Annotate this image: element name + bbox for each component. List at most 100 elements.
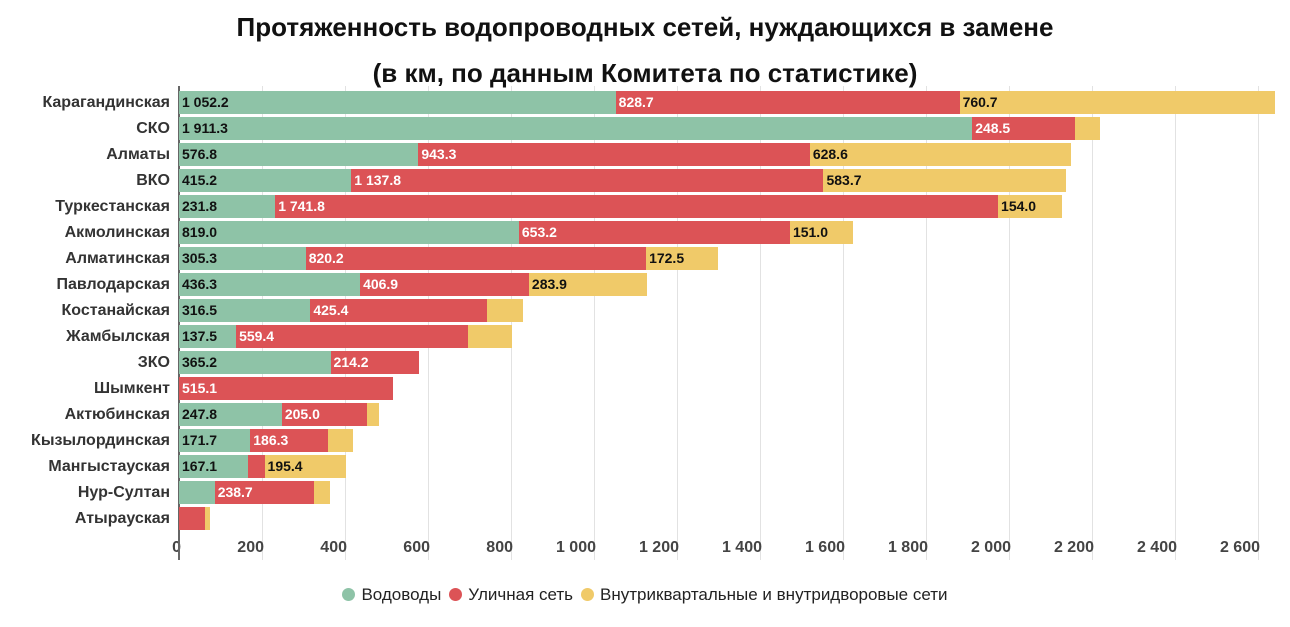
gridline — [926, 86, 927, 560]
bar-segment: 283.9 — [528, 273, 647, 296]
bar-segment: 167.1 — [179, 455, 249, 478]
category-label: Атырауская — [74, 510, 170, 527]
bar-segment: 628.6 — [809, 143, 1071, 166]
legend-item[interactable]: Внутриквартальные и внутридворовые сети — [581, 585, 948, 605]
bar-segment: 1 052.2 — [179, 91, 616, 114]
x-tick-label: 2 000 — [970, 539, 1011, 556]
bar-segment: 406.9 — [360, 273, 529, 296]
bar-segment: 515.1 — [179, 377, 393, 400]
legend-item[interactable]: Водоводы — [342, 585, 441, 605]
x-tick-label: 1 800 — [887, 539, 928, 556]
category-label: Туркестанская — [55, 198, 170, 215]
legend-marker-icon — [449, 588, 463, 601]
y-axis-line — [178, 86, 180, 560]
bar-segment: 583.7 — [823, 169, 1066, 192]
gridline — [511, 86, 512, 560]
bar-segment: 172.5 — [646, 247, 718, 270]
x-tick-label: 400 — [320, 539, 347, 556]
x-tick-label: 1 400 — [721, 539, 762, 556]
bar-segment — [313, 481, 331, 504]
bar-segment: 425.4 — [310, 299, 487, 322]
legend: Водоводы Уличная сеть Внутриквартальные и … — [0, 585, 1290, 605]
bar-segment: 231.8 — [179, 195, 276, 218]
category-label: Жамбылская — [66, 328, 170, 345]
bar-segment: 653.2 — [518, 221, 790, 244]
x-tick-label: 800 — [486, 539, 513, 556]
category-label: СКО — [136, 120, 170, 137]
category-label: Нур-Султан — [77, 484, 170, 501]
x-tick-label: 200 — [237, 539, 264, 556]
bar-segment: 828.7 — [615, 91, 960, 114]
bar-segment: 436.3 — [179, 273, 361, 296]
bar-segment: 305.3 — [179, 247, 306, 270]
gridline — [1258, 86, 1259, 560]
bar-segment — [486, 299, 523, 322]
bar-segment: 195.4 — [264, 455, 346, 478]
x-tick-label: 1 000 — [555, 539, 596, 556]
bar-segment: 1 137.8 — [351, 169, 824, 192]
bar-segment — [179, 481, 215, 504]
category-label: Мангыстауская — [48, 458, 170, 475]
legend-marker-icon — [342, 588, 356, 601]
category-label: ЗКО — [137, 354, 170, 371]
bar-segment: 576.8 — [179, 143, 419, 166]
gridline — [760, 86, 761, 560]
bar-segment: 820.2 — [305, 247, 647, 270]
bar-segment — [327, 429, 353, 452]
category-label: Актюбинская — [64, 406, 170, 423]
legend-marker-icon — [581, 588, 595, 601]
bar-segment: 559.4 — [236, 325, 469, 348]
gridline — [843, 86, 844, 560]
bar-segment: 415.2 — [179, 169, 352, 192]
bar-segment: 1 741.8 — [275, 195, 999, 218]
bar-segment: 365.2 — [179, 351, 331, 374]
gridline — [1092, 86, 1093, 560]
bar-segment — [1075, 117, 1101, 140]
legend-item[interactable]: Уличная сеть — [449, 585, 573, 605]
gridline — [428, 86, 429, 560]
category-label: Алматинская — [65, 250, 170, 267]
bar-segment — [248, 455, 265, 478]
bar-segment: 238.7 — [214, 481, 314, 504]
bar-segment: 186.3 — [250, 429, 328, 452]
bar-segment: 819.0 — [179, 221, 519, 244]
bar-segment: 943.3 — [418, 143, 810, 166]
legend-label: Уличная сеть — [468, 585, 574, 604]
bar-segment — [205, 507, 210, 530]
legend-label: Водоводы — [361, 585, 442, 604]
gridline — [262, 86, 263, 560]
x-tick-label: 600 — [403, 539, 430, 556]
x-tick-label: 2 200 — [1053, 539, 1094, 556]
bar-segment: 316.5 — [179, 299, 311, 322]
x-tick-label: 0 — [172, 539, 181, 556]
bar-segment: 247.8 — [179, 403, 282, 426]
category-label: Павлодарская — [56, 276, 170, 293]
bar-segment: 205.0 — [281, 403, 367, 426]
category-label: ВКО — [136, 172, 170, 189]
category-label: Кызылординская — [31, 432, 170, 449]
bar-segment: 214.2 — [330, 351, 420, 374]
bar-segment: 151.0 — [789, 221, 853, 244]
category-label: Алматы — [106, 146, 170, 163]
x-tick-label: 2 600 — [1219, 539, 1260, 556]
category-label: Костанайская — [61, 302, 171, 319]
bar-segment: 760.7 — [959, 91, 1276, 114]
gridline — [594, 86, 595, 560]
chart-subtitle: (в км, по данным Комитета по статистике) — [372, 58, 918, 88]
legend-label: Внутриквартальные и внутридворовые сети — [600, 585, 948, 604]
bar-segment: 154.0 — [998, 195, 1062, 218]
bar-segment: 171.7 — [179, 429, 251, 452]
bar-segment — [468, 325, 513, 348]
gridline — [1175, 86, 1176, 560]
gridline — [1009, 86, 1010, 560]
gridline — [677, 86, 678, 560]
chart-title: Протяженность водопроводных сетей, нужда… — [236, 12, 1054, 42]
bar-segment — [366, 403, 379, 426]
x-tick-label: 1 200 — [638, 539, 679, 556]
x-tick-label: 2 400 — [1136, 539, 1177, 556]
x-tick-label: 1 600 — [804, 539, 845, 556]
bar-segment: 137.5 — [179, 325, 237, 348]
bar-segment — [179, 507, 206, 530]
bar-segment: 248.5 — [972, 117, 1076, 140]
